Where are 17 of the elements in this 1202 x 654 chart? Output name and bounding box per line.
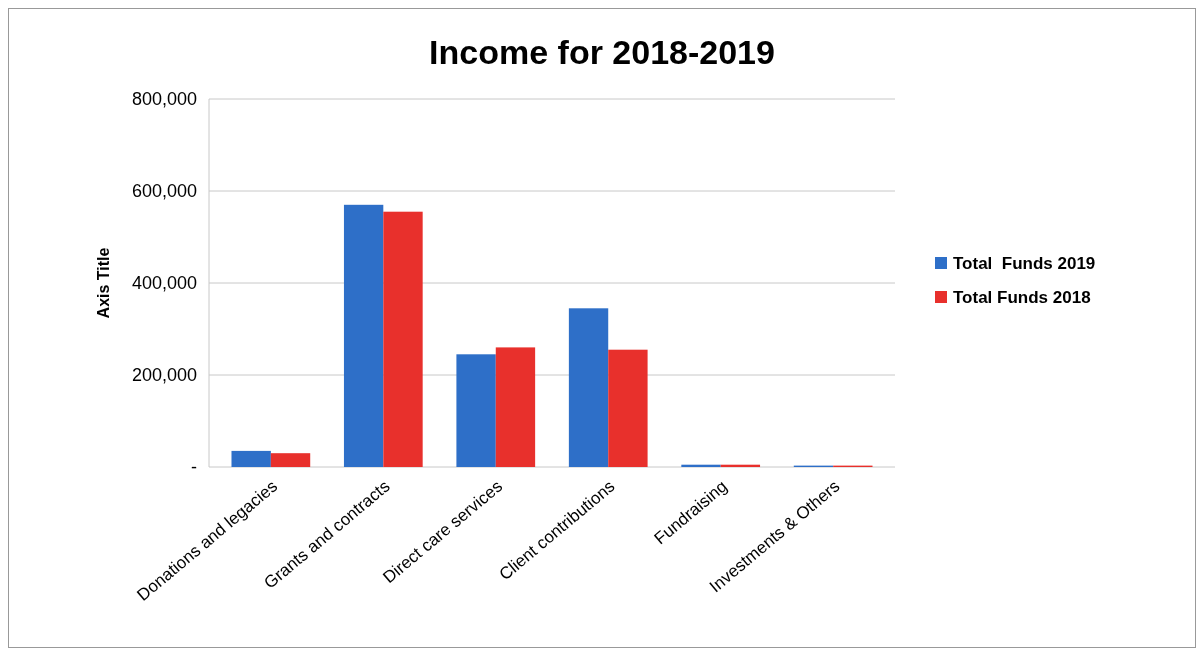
y-tick-label: 800,000 — [131, 89, 197, 110]
y-tick-label: 400,000 — [131, 273, 197, 294]
y-tick-label: 600,000 — [131, 181, 197, 202]
chart-title: Income for 2018-2019 — [429, 33, 775, 71]
y-tick-label: 200,000 — [131, 365, 197, 386]
bar — [383, 211, 423, 467]
bar — [231, 450, 271, 467]
bar — [456, 354, 496, 467]
bar — [343, 204, 384, 467]
bar — [568, 308, 609, 467]
bar — [495, 347, 536, 467]
bar — [270, 453, 311, 467]
legend-label: Total Funds 2018 — [953, 287, 1091, 307]
y-tick-label: - — [191, 457, 197, 478]
legend-label: Total Funds 2019 — [953, 253, 1096, 273]
y-axis-title: Axis Title — [95, 247, 112, 319]
bar — [608, 349, 648, 467]
